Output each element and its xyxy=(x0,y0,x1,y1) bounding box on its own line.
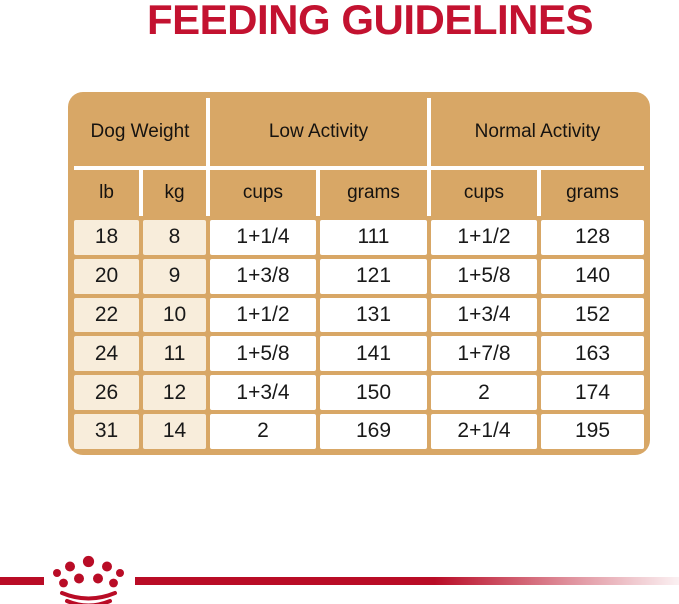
table-cell-r2-c1: 10 xyxy=(143,297,206,333)
column-header-grams-low: grams xyxy=(320,170,427,216)
table-cell-r2-c2: 1+1/2 xyxy=(210,297,316,333)
footer-rule-left xyxy=(0,577,44,585)
table-cell-r1-c3: 121 xyxy=(320,258,427,294)
table-cell-r3-c0: 24 xyxy=(74,336,139,372)
table-cell-r4-c5: 174 xyxy=(541,375,644,410)
table-cell-r5-c1: 14 xyxy=(143,413,206,449)
table-cell-r4-c0: 26 xyxy=(74,375,139,410)
table-cell-r1-c0: 20 xyxy=(74,258,139,294)
feeding-table: Dog Weight Low Activity Normal Activity … xyxy=(68,92,650,455)
table-cell-r1-c2: 1+3/8 xyxy=(210,258,316,294)
column-header-cups-low: cups xyxy=(210,170,316,216)
page-title: FEEDING GUIDELINES xyxy=(146,0,594,43)
table-cell-r3-c1: 11 xyxy=(143,336,206,372)
table-cell-r4-c1: 12 xyxy=(143,375,206,410)
table-cell-r0-c5: 128 xyxy=(541,220,644,255)
feeding-table-header: Dog Weight Low Activity Normal Activity … xyxy=(74,98,644,216)
table-cell-r2-c3: 131 xyxy=(320,297,427,333)
column-header-lb: lb xyxy=(74,170,139,216)
table-cell-r2-c4: 1+3/4 xyxy=(431,297,537,333)
table-cell-r5-c2: 2 xyxy=(210,413,316,449)
royal-canin-crown-logo xyxy=(53,555,124,604)
table-cell-r1-c1: 9 xyxy=(143,258,206,294)
table-cell-r3-c4: 1+7/8 xyxy=(431,336,537,372)
table-cell-r3-c3: 141 xyxy=(320,336,427,372)
table-cell-r3-c2: 1+5/8 xyxy=(210,336,316,372)
table-cell-r1-c5: 140 xyxy=(541,258,644,294)
footer-rule-right xyxy=(135,577,679,585)
table-cell-r5-c5: 195 xyxy=(541,413,644,449)
table-cell-r0-c1: 8 xyxy=(143,220,206,255)
table-cell-r5-c0: 31 xyxy=(74,413,139,449)
column-group-normal-activity: Normal Activity xyxy=(431,98,644,166)
table-cell-r4-c3: 150 xyxy=(320,375,427,410)
table-cell-r0-c0: 18 xyxy=(74,220,139,255)
table-cell-r3-c5: 163 xyxy=(541,336,644,372)
column-header-kg: kg xyxy=(143,170,206,216)
table-cell-r2-c0: 22 xyxy=(74,297,139,333)
column-group-low-activity: Low Activity xyxy=(210,98,427,166)
table-cell-r5-c4: 2+1/4 xyxy=(431,413,537,449)
column-group-dog-weight: Dog Weight xyxy=(74,98,206,166)
table-cell-r0-c3: 111 xyxy=(320,220,427,255)
table-cell-r1-c4: 1+5/8 xyxy=(431,258,537,294)
table-cell-r5-c3: 169 xyxy=(320,413,427,449)
table-cell-r2-c5: 152 xyxy=(541,297,644,333)
column-header-grams-normal: grams xyxy=(541,170,644,216)
table-cell-r4-c2: 1+3/4 xyxy=(210,375,316,410)
table-cell-r4-c4: 2 xyxy=(431,375,537,410)
column-header-cups-normal: cups xyxy=(431,170,537,216)
table-cell-r0-c2: 1+1/4 xyxy=(210,220,316,255)
feeding-table-body: 18 8 1+1/4 111 1+1/2 128 20 9 1+3/8 121 1+5/8 140 22… xyxy=(74,220,644,449)
table-cell-r0-c4: 1+1/2 xyxy=(431,220,537,255)
